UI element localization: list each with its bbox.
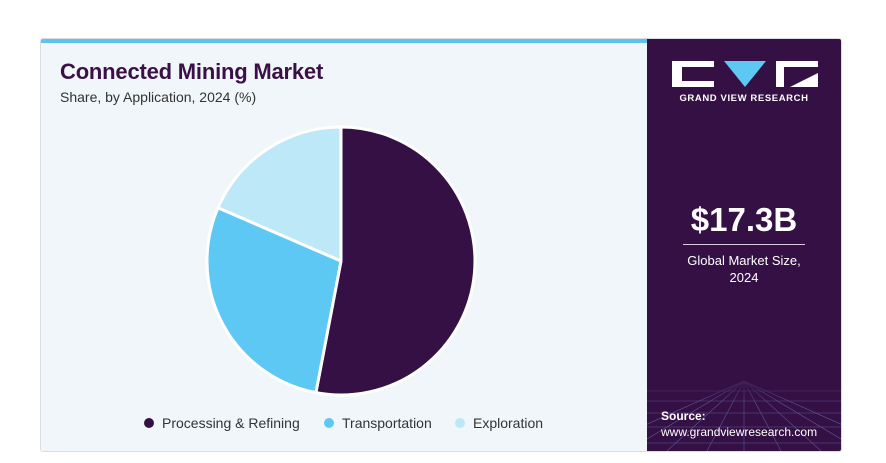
pie-chart: [205, 125, 477, 397]
chart-title: Connected Mining Market: [60, 59, 324, 84]
market-size-caption: Global Market Size, 2024: [647, 252, 841, 286]
grand-view-research-logo: [672, 61, 818, 87]
accent-bar: [41, 39, 647, 43]
market-size-value: $17.3B: [690, 201, 798, 238]
source-url[interactable]: www.grandviewresearch.com: [661, 425, 818, 439]
report-card: Connected Mining Market Share, by Applic…: [40, 38, 842, 452]
legend-label: Processing & Refining: [162, 415, 300, 431]
chart-legend: Processing & Refining Transportation Explo…: [41, 415, 647, 435]
decorative-grid: [647, 371, 841, 451]
legend-item: Processing & Refining: [144, 415, 300, 431]
legend-item: Transportation: [324, 415, 432, 431]
chart-panel: Connected Mining Market Share, by Applic…: [41, 39, 647, 451]
market-size-caption-line2: 2024: [729, 270, 759, 285]
legend-swatch: [144, 418, 154, 428]
legend-label: Transportation: [342, 415, 432, 431]
pie-slice-transportation: [205, 206, 343, 395]
summary-panel: GRAND VIEW RESEARCH $17.3B Global Market…: [647, 39, 841, 451]
market-size-caption-line1: Global Market Size,: [687, 253, 801, 268]
legend-label: Exploration: [473, 415, 544, 431]
pie-slice-exploration: [216, 125, 343, 263]
legend-swatch: [455, 418, 465, 428]
legend-item: Exploration: [455, 415, 543, 431]
divider: [683, 244, 805, 245]
pie-slice-processing-refining: [314, 125, 477, 397]
brand-name: GRAND VIEW RESEARCH: [679, 93, 809, 104]
legend-swatch: [324, 418, 334, 428]
chart-subtitle: Share, by Application, 2024 (%): [60, 89, 257, 105]
source-label: Source:: [661, 409, 706, 423]
